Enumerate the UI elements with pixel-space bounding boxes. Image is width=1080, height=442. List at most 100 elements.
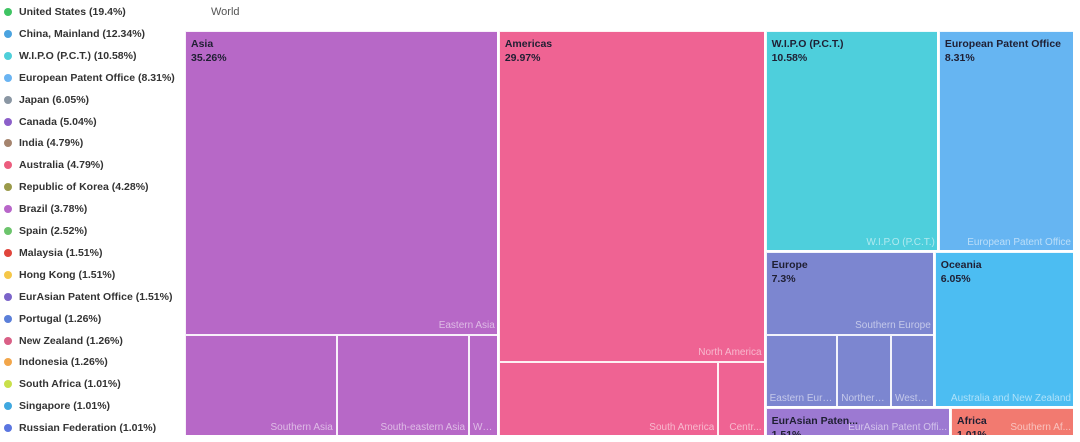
subregion-tile[interactable]: Northern E... [837, 334, 891, 406]
region-tile[interactable]: Eastern Asia Southern Asia South-eastern A… [184, 30, 498, 436]
legend-swatch [4, 95, 12, 104]
subregion-tile[interactable]: European Patent Office [938, 31, 1073, 250]
region-name: EurAsian Paten... [771, 414, 858, 427]
subregion-label: EurAsian Patent Offi... [848, 421, 947, 433]
subregion-tile[interactable]: Southern Af... [950, 407, 1073, 435]
region-name: Europe [771, 258, 808, 271]
region-value: 35.26% [191, 52, 227, 64]
legend-item[interactable]: W.I.P.O (P.C.T.) (10.58%) [4, 48, 136, 64]
legend-swatch [4, 336, 12, 345]
subregion-tile[interactable]: South-eastern Asia [336, 335, 470, 435]
legend-item[interactable]: United States (19.4%) [4, 4, 126, 20]
legend-label: South Africa (1.01%) [19, 378, 121, 391]
region-value: 1.01% [956, 428, 987, 436]
legend-label: Brazil (3.78%) [19, 203, 88, 216]
legend-item[interactable]: Brazil (3.78%) [4, 201, 87, 217]
region-tile[interactable]: W.I.P.O (P.C.T.) W.I.P.O (P.C.T.) 10.58% [764, 30, 938, 251]
region-name: Americas [504, 38, 553, 50]
legend-item[interactable]: Russian Federation (1.01%) [4, 420, 156, 436]
region-tile[interactable]: Australia and New Zealand Oceania 6.05% [933, 250, 1074, 407]
legend-item[interactable]: New Zealand (1.26%) [4, 333, 123, 349]
legend-swatch [4, 314, 12, 323]
subregion-tile[interactable]: Australia and New Zealand [934, 251, 1073, 406]
subregion-tile[interactable]: Western E... [890, 334, 933, 406]
legend-swatch [4, 380, 12, 389]
region-tile[interactable]: Southern Af... Africa 1.01% [949, 406, 1074, 436]
region-tile[interactable]: North America South America Centr... Americ… [497, 30, 765, 436]
subregion-label: North America [698, 347, 762, 359]
region-value: 29.97% [504, 52, 541, 64]
legend-swatch [4, 205, 12, 214]
legend-swatch [4, 73, 12, 82]
legend-swatch [4, 227, 12, 235]
chart-title: World [211, 6, 240, 18]
legend-label: New Zealand (1.26%) [19, 334, 123, 347]
legend-swatch [4, 248, 12, 257]
legend-label: Indonesia (1.26%) [19, 356, 108, 369]
subregion-label: Western E... [894, 392, 931, 404]
legend-swatch [4, 183, 12, 192]
legend-item[interactable]: China, Mainland (12.34%) [4, 26, 145, 42]
subregion-tile[interactable]: South America [498, 362, 719, 435]
subregion-tile[interactable]: Southern Asia [185, 335, 337, 435]
region-tile[interactable]: Southern Europe Eastern Europe Northern E.… [764, 250, 934, 407]
region-name: European Patent Office [944, 38, 1061, 50]
region-value: 8.31% [944, 52, 975, 64]
subregion-label: South-eastern Asia [380, 421, 466, 433]
legend-item[interactable]: Malaysia (1.51%) [4, 245, 102, 261]
legend-item[interactable]: European Patent Office (8.31%) [4, 70, 175, 86]
subregion-tile[interactable]: W.I.P.O (P.C.T.) [765, 31, 937, 250]
region-tile[interactable]: European Patent Office European Patent Of… [937, 30, 1074, 251]
legend-swatch [4, 51, 12, 60]
region-value: 1.51% [771, 428, 802, 436]
legend-item[interactable]: Australia (4.79%) [4, 157, 104, 173]
legend-item[interactable]: Canada (5.04%) [4, 114, 97, 130]
legend-swatch [4, 139, 12, 148]
legend-item[interactable]: Indonesia (1.26%) [4, 354, 108, 370]
legend-item[interactable]: Portugal (1.26%) [4, 311, 101, 327]
subregion-tile[interactable]: Centr... [718, 362, 764, 435]
legend-label: EurAsian Patent Office (1.51%) [19, 290, 173, 303]
region-tile[interactable]: EurAsian Patent Offi... EurAsian Paten...… [764, 406, 950, 436]
region-name: W.I.P.O (P.C.T.) [771, 38, 844, 50]
legend-label: India (4.79%) [19, 137, 84, 150]
subregion-tile[interactable]: Wester... [469, 335, 497, 435]
region-name: Asia [191, 38, 214, 50]
legend-label: Japan (6.05%) [19, 93, 90, 106]
legend-swatch [4, 424, 12, 433]
legend-swatch [4, 117, 12, 126]
legend-item[interactable]: Singapore (1.01%) [4, 398, 110, 414]
legend-label: Malaysia (1.51%) [19, 246, 103, 259]
legend-label: Republic of Korea (4.28%) [19, 181, 149, 194]
subregion-label: W.I.P.O (P.C.T.) [866, 236, 935, 248]
legend-swatch [4, 292, 12, 301]
legend-item[interactable]: Japan (6.05%) [4, 92, 89, 108]
subregion-label: Eastern Europe [769, 392, 834, 404]
legend-swatch [4, 8, 12, 16]
subregion-tile[interactable]: EurAsian Patent Offi... [765, 407, 949, 435]
subregion-tile[interactable]: Eastern Asia [185, 31, 497, 336]
subregion-tile[interactable]: Eastern Europe [765, 334, 838, 406]
legend-item[interactable]: India (4.79%) [4, 135, 83, 151]
legend-item[interactable]: South Africa (1.01%) [4, 376, 121, 392]
treemap: Eastern Asia Southern Asia South-eastern A… [184, 30, 1074, 436]
legend: United States (19.4%) China, Mainland (12… [0, 0, 184, 442]
legend-swatch [4, 161, 12, 170]
legend-item[interactable]: EurAsian Patent Office (1.51%) [4, 289, 172, 305]
subregion-label: European Patent Office [967, 236, 1071, 248]
legend-swatch [4, 270, 12, 279]
legend-swatch [4, 29, 12, 38]
legend-item[interactable]: Spain (2.52%) [4, 223, 87, 239]
subregion-label: Southern Af... [1010, 421, 1071, 433]
legend-label: Spain (2.52%) [19, 225, 88, 237]
legend-item[interactable]: Hong Kong (1.51%) [4, 267, 115, 283]
subregion-tile[interactable]: Southern Europe [765, 251, 933, 335]
region-value: 7.3% [771, 272, 796, 285]
legend-item[interactable]: Republic of Korea (4.28%) [4, 179, 149, 195]
subregion-label: Southern Europe [855, 319, 931, 331]
legend-label: Australia (4.79%) [19, 159, 104, 172]
subregion-tile[interactable]: North America [498, 31, 764, 363]
legend-label: Canada (5.04%) [19, 115, 97, 128]
legend-label: Hong Kong (1.51%) [19, 268, 116, 281]
legend-label: W.I.P.O (P.C.T.) (10.58%) [19, 49, 137, 62]
